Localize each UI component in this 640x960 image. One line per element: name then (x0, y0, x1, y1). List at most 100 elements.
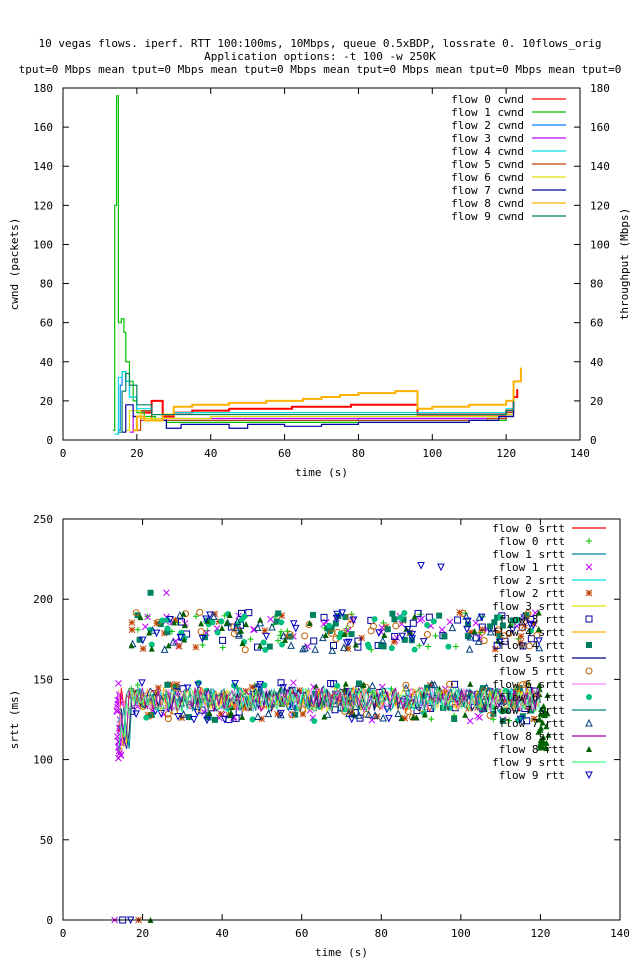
rtt-marker (523, 680, 531, 688)
rtt-marker (535, 609, 542, 616)
rtt-marker (239, 640, 246, 647)
rtt-marker (527, 635, 535, 643)
x-tick-label: 20 (130, 447, 143, 460)
y2-tick-label: 120 (590, 199, 610, 212)
rtt-marker (282, 636, 289, 643)
rtt-marker (266, 643, 273, 650)
rtt-marker (464, 617, 472, 626)
rtt-marker (342, 680, 349, 687)
rtt-marker (210, 612, 218, 620)
rtt-marker (239, 713, 246, 720)
legend-swatch (586, 746, 592, 752)
rtt-marker (392, 622, 400, 630)
rtt-marker (245, 609, 253, 617)
x-tick-label: 0 (60, 927, 67, 940)
rtt-marker (183, 684, 192, 693)
legend-label: flow 5 srtt (492, 652, 565, 665)
rtt-marker (217, 710, 225, 718)
rtt-marker (209, 619, 216, 626)
outlier-marker (417, 562, 425, 570)
y2-tick-label: 160 (590, 121, 610, 134)
rtt-marker (220, 715, 229, 724)
rtt-marker (288, 711, 296, 719)
rtt-marker (310, 611, 317, 618)
rtt-marker (164, 715, 172, 723)
rtt-marker (530, 620, 538, 627)
rtt-marker (452, 643, 459, 650)
rtt-marker (277, 709, 285, 718)
rtt-marker (290, 679, 297, 687)
rtt-marker (268, 622, 276, 631)
rtt-marker (349, 616, 358, 625)
rtt-marker (513, 684, 521, 692)
legend-label: flow 0 rtt (499, 535, 565, 548)
rtt-marker (490, 716, 497, 723)
rtt-marker (320, 613, 328, 621)
rtt-marker (128, 642, 135, 649)
rtt-marker (478, 628, 486, 636)
rtt-marker (267, 615, 274, 623)
y-tick-label: 0 (46, 914, 53, 927)
legend-swatch (585, 718, 593, 727)
rtt-marker (242, 704, 250, 712)
plot-frame (62, 87, 581, 441)
rtt-marker (391, 616, 398, 623)
legend-label: flow 1 cwnd (451, 106, 524, 119)
rtt-marker (261, 627, 269, 634)
rtt-marker (401, 714, 409, 722)
rtt-marker (346, 621, 354, 629)
rtt-marker (173, 688, 181, 696)
rtt-marker (403, 626, 412, 634)
rtt-marker (241, 613, 248, 620)
rtt-marker (494, 637, 501, 644)
legend-swatch (586, 642, 592, 648)
rtt-marker (441, 633, 448, 640)
rtt-marker (380, 619, 387, 626)
rtt-marker (354, 637, 362, 645)
rtt-marker (503, 707, 510, 714)
rtt-marker (401, 610, 408, 617)
rtt-marker (172, 637, 180, 645)
rtt-marker (192, 613, 199, 620)
rtt-marker (389, 610, 396, 617)
rtt-marker (518, 624, 526, 632)
x-tick-label: 40 (216, 927, 229, 940)
legend-label: flow 9 rtt (499, 769, 565, 782)
rtt-marker (364, 710, 373, 718)
rtt-marker (146, 629, 153, 636)
rtt-marker (456, 609, 464, 616)
rtt-marker (506, 717, 513, 724)
rtt-marker (228, 709, 235, 716)
rtt-marker (497, 614, 504, 621)
rtt-marker (148, 645, 155, 652)
rtt-marker (402, 681, 410, 689)
y-tick-label: 250 (33, 513, 53, 526)
legend-label: flow 6 cwnd (451, 171, 524, 184)
rtt-marker (296, 687, 304, 694)
y-tick-label: 150 (33, 673, 53, 686)
rtt-marker (495, 638, 504, 647)
legend-swatch (585, 615, 593, 623)
rtt-marker (408, 635, 417, 643)
rtt-marker (523, 615, 531, 622)
rtt-marker (496, 632, 503, 639)
chart-title: 10 vegas flows. iperf. RTT 100:100ms, 10… (38, 37, 602, 50)
rtt-marker (342, 614, 349, 621)
rtt-marker (226, 612, 233, 619)
rtt-marker (428, 679, 436, 688)
rtt-marker (164, 629, 171, 636)
y2-tick-label: 0 (590, 434, 597, 447)
rtt-marker (138, 636, 147, 645)
rtt-marker (278, 612, 286, 619)
x-tick-label: 20 (136, 927, 149, 940)
y2-axis-label: throughput (Mbps) (618, 208, 631, 321)
rtt-marker (486, 627, 495, 636)
rtt-marker (258, 715, 265, 723)
rtt-marker (247, 636, 254, 643)
rtt-marker (330, 642, 338, 650)
rtt-marker (379, 713, 388, 722)
rtt-marker (144, 613, 151, 621)
rtt-marker (394, 709, 402, 717)
rtt-marker (148, 641, 155, 648)
rtt-marker (321, 713, 328, 720)
